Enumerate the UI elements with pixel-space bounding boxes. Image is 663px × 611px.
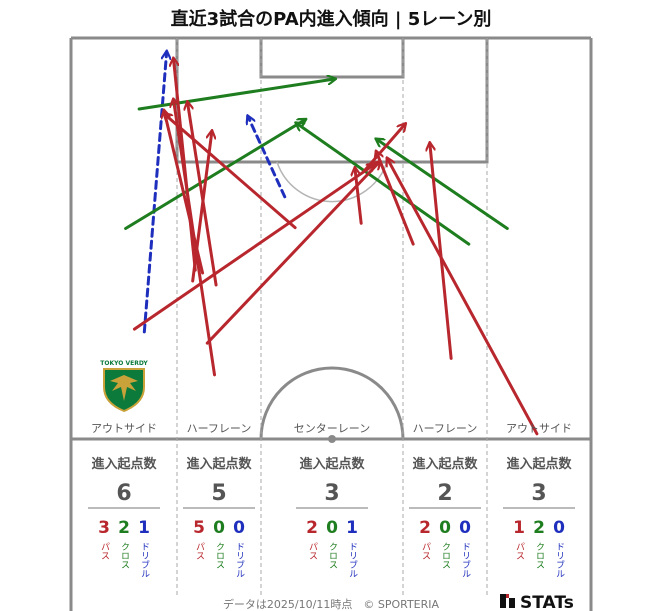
- lane-total-count: 3: [324, 481, 339, 506]
- cross-type-label: クロス: [119, 542, 129, 569]
- dribble-type-label: ドリブル: [139, 542, 150, 578]
- dribble-count: 1: [138, 518, 150, 538]
- cross-type-label: クロス: [214, 542, 224, 569]
- pass-arrow: [132, 164, 374, 331]
- lane-total-count: 6: [116, 481, 131, 506]
- cross-count: 0: [213, 518, 225, 538]
- pass-arrow: [205, 162, 380, 345]
- pass-count: 2: [419, 518, 431, 538]
- logo-text: TOKYO VERDY: [100, 360, 148, 367]
- dribble-count: 0: [459, 518, 471, 538]
- cross-count: 2: [533, 518, 545, 538]
- count-header: 進入起点数: [91, 456, 157, 472]
- pass-type-label: パス: [99, 542, 110, 560]
- cross-type-label: クロス: [440, 542, 450, 569]
- cross-arrow: [376, 139, 509, 230]
- entry-arrows: [124, 52, 539, 436]
- pass-arrow: [376, 151, 415, 246]
- pass-count: 3: [98, 518, 110, 538]
- pass-arrow: [164, 114, 297, 230]
- lane-total-count: 2: [437, 481, 452, 506]
- cross-arrow: [124, 119, 306, 230]
- stats-logo-icon: [500, 594, 515, 608]
- lane-name: ハーフレーン: [413, 422, 478, 435]
- entry-count-table: 進入起点数63パス2クロス1ドリブル進入起点数55パス0クロス0ドリブル進入起点…: [88, 456, 575, 578]
- cross-type-label: クロス: [534, 542, 544, 569]
- dribble-type-label: ドリブル: [554, 542, 565, 578]
- chart-title: 直近3試合のPA内進入傾向 | 5レーン別: [171, 8, 492, 30]
- count-header: 進入起点数: [299, 456, 365, 472]
- pass-type-label: パス: [194, 542, 205, 560]
- pass-type-label: パス: [514, 542, 525, 560]
- tokyo-verdy-logo: TOKYO VERDY: [100, 360, 148, 413]
- pass-type-label: パス: [307, 542, 318, 560]
- lane-dividers: [176, 38, 488, 595]
- lane-names: アウトサイド ハーフレーン センターレーン ハーフレーン アウトサイド: [91, 422, 572, 435]
- eagle-icon: [110, 375, 138, 401]
- dribble-count: 0: [553, 518, 565, 538]
- pass-count: 2: [306, 518, 318, 538]
- count-header: 進入起点数: [186, 456, 252, 472]
- footer-credit: データは2025/10/11時点 © SPORTERIA: [223, 597, 440, 611]
- stats-brand: STATs: [500, 593, 574, 611]
- pass-count: 5: [193, 518, 205, 538]
- count-header: 進入起点数: [506, 456, 572, 472]
- cross-count: 0: [326, 518, 338, 538]
- dribble-count: 0: [233, 518, 245, 538]
- pass-arrow: [164, 111, 205, 275]
- cross-arrow: [296, 123, 471, 246]
- lane-total-count: 5: [211, 481, 226, 506]
- dribble-count: 1: [346, 518, 358, 538]
- pass-arrow: [387, 158, 539, 436]
- pass-arrow: [355, 168, 363, 225]
- centre-spot: [328, 435, 336, 443]
- cross-count: 2: [118, 518, 130, 538]
- dribble-arrow: [248, 116, 287, 199]
- goal-area: [259, 36, 405, 79]
- dribble-type-label: ドリブル: [460, 542, 471, 578]
- cross-count: 0: [439, 518, 451, 538]
- pass-arrow: [430, 143, 453, 360]
- brand-text: STATs: [520, 593, 574, 611]
- lane-name: アウトサイド: [91, 422, 157, 435]
- lane-name: ハーフレーン: [187, 422, 252, 435]
- count-header: 進入起点数: [412, 456, 478, 472]
- dribble-type-label: ドリブル: [234, 542, 245, 578]
- pass-arrow: [187, 102, 218, 287]
- lane-name: センターレーン: [294, 422, 370, 435]
- cross-type-label: クロス: [327, 542, 337, 569]
- dribble-type-label: ドリブル: [347, 542, 358, 578]
- lane-total-count: 3: [531, 481, 546, 506]
- pass-type-label: パス: [420, 542, 431, 560]
- dribble-arrow: [142, 52, 166, 334]
- centre-circle: [259, 366, 405, 440]
- cross-arrow: [137, 79, 335, 111]
- pass-count: 1: [513, 518, 525, 538]
- penalty-area: [175, 36, 489, 164]
- lane-name: アウトサイド: [506, 422, 572, 435]
- pass-arrow: [362, 124, 406, 174]
